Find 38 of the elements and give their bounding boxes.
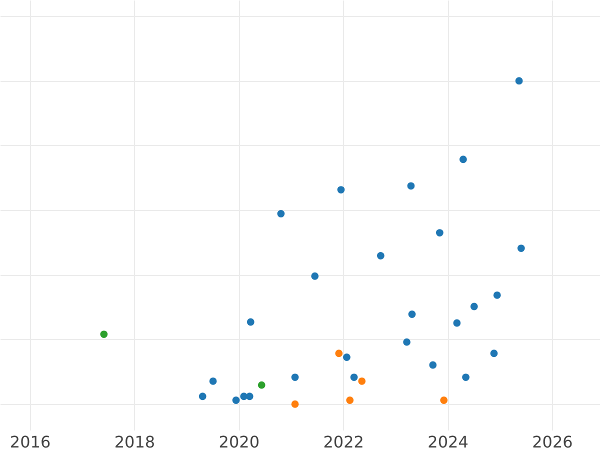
- point: [436, 229, 444, 236]
- point: [350, 374, 358, 381]
- point: [493, 291, 501, 299]
- point: [462, 374, 470, 381]
- point: [517, 244, 525, 252]
- point: [209, 377, 217, 385]
- point: [311, 272, 319, 280]
- point: [470, 302, 478, 310]
- x-tick-label: 2022: [323, 432, 364, 450]
- point: [337, 186, 345, 194]
- x-tick-label: 2016: [10, 432, 51, 450]
- point: [346, 396, 354, 404]
- point: [358, 377, 366, 385]
- point: [100, 330, 108, 338]
- point: [246, 392, 254, 400]
- point: [408, 310, 416, 318]
- point: [403, 338, 410, 346]
- point: [453, 319, 461, 327]
- point: [429, 361, 437, 369]
- point: [376, 252, 384, 260]
- point: [490, 350, 498, 358]
- point: [246, 318, 254, 326]
- x-tick-label: 2024: [428, 432, 468, 450]
- point: [335, 350, 343, 358]
- point: [258, 381, 266, 389]
- x-tick-label: 2018: [114, 432, 156, 450]
- point: [515, 77, 523, 85]
- point: [277, 210, 285, 218]
- point: [440, 396, 448, 404]
- x-tick-label: 2026: [532, 432, 573, 450]
- point: [232, 396, 240, 404]
- point: [459, 156, 467, 164]
- point: [343, 354, 350, 361]
- x-tick-label: 2020: [218, 432, 260, 450]
- point: [291, 400, 299, 408]
- point: [198, 392, 206, 400]
- point: [291, 374, 299, 381]
- point: [407, 182, 415, 190]
